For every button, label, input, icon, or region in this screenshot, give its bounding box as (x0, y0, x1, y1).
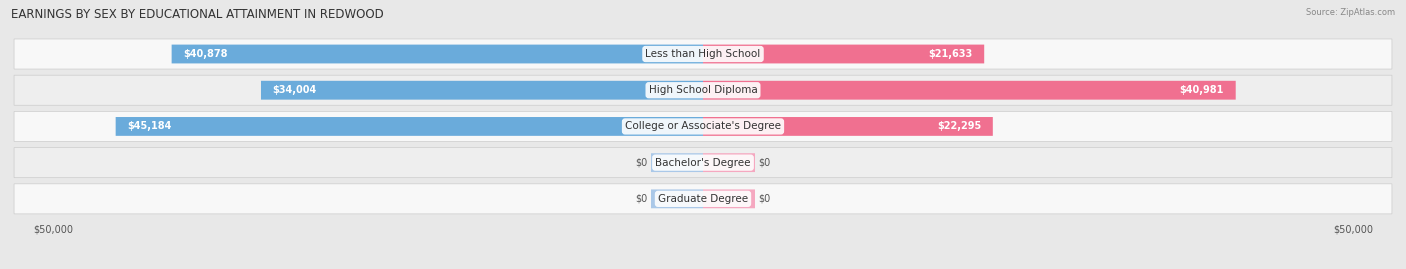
FancyBboxPatch shape (703, 153, 755, 172)
Text: $34,004: $34,004 (273, 85, 316, 95)
Text: $22,295: $22,295 (936, 121, 981, 132)
FancyBboxPatch shape (651, 189, 703, 208)
FancyBboxPatch shape (115, 117, 703, 136)
Text: $0: $0 (758, 158, 770, 168)
Text: $40,981: $40,981 (1180, 85, 1225, 95)
Text: $21,633: $21,633 (928, 49, 973, 59)
FancyBboxPatch shape (14, 148, 1392, 178)
Text: Less than High School: Less than High School (645, 49, 761, 59)
Text: $40,878: $40,878 (183, 49, 228, 59)
Text: $0: $0 (636, 158, 648, 168)
Text: Source: ZipAtlas.com: Source: ZipAtlas.com (1306, 8, 1395, 17)
Text: High School Diploma: High School Diploma (648, 85, 758, 95)
Text: $0: $0 (636, 194, 648, 204)
FancyBboxPatch shape (651, 153, 703, 172)
Text: $0: $0 (758, 194, 770, 204)
Text: EARNINGS BY SEX BY EDUCATIONAL ATTAINMENT IN REDWOOD: EARNINGS BY SEX BY EDUCATIONAL ATTAINMEN… (11, 8, 384, 21)
FancyBboxPatch shape (14, 111, 1392, 141)
Text: Bachelor's Degree: Bachelor's Degree (655, 158, 751, 168)
Text: College or Associate's Degree: College or Associate's Degree (626, 121, 780, 132)
FancyBboxPatch shape (14, 184, 1392, 214)
FancyBboxPatch shape (703, 189, 755, 208)
FancyBboxPatch shape (14, 75, 1392, 105)
FancyBboxPatch shape (262, 81, 703, 100)
FancyBboxPatch shape (703, 117, 993, 136)
FancyBboxPatch shape (703, 45, 984, 63)
Text: Graduate Degree: Graduate Degree (658, 194, 748, 204)
FancyBboxPatch shape (172, 45, 703, 63)
FancyBboxPatch shape (14, 39, 1392, 69)
Text: $45,184: $45,184 (128, 121, 172, 132)
FancyBboxPatch shape (703, 81, 1236, 100)
